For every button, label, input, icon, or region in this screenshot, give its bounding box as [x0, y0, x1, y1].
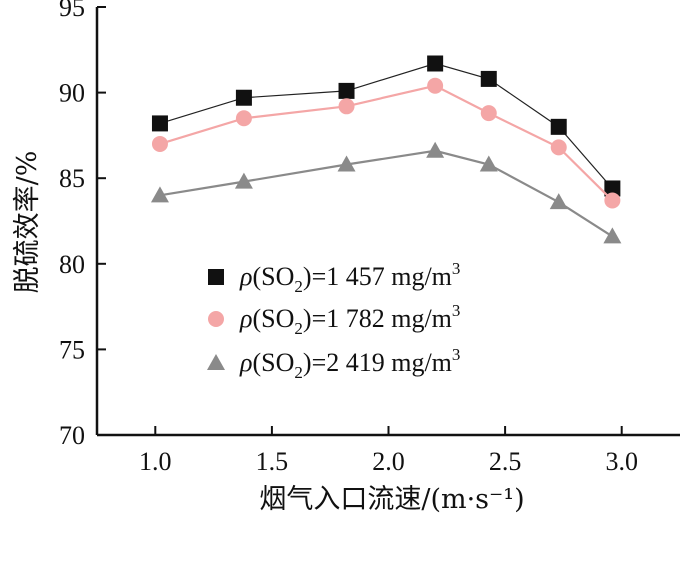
legend-text-part: (SO	[252, 304, 294, 333]
y-tick-label: 75	[59, 335, 85, 364]
legend-item: ρ(SO2)=2 419 mg/m3	[207, 345, 460, 382]
legend-item: ρ(SO2)=1 457 mg/m3	[208, 259, 460, 296]
legend-marker	[207, 354, 225, 370]
data-point	[550, 139, 567, 156]
series-line	[159, 62, 613, 189]
x-tick-label: 1.0	[139, 447, 172, 476]
legend-superscript: 3	[452, 301, 461, 320]
legend-item: ρ(SO2)=1 782 mg/m3	[208, 301, 460, 338]
legend-superscript: 3	[452, 345, 461, 364]
data-point	[235, 110, 252, 127]
y-tick-label: 80	[59, 250, 85, 279]
series-3	[150, 141, 622, 244]
legend-rho: ρ	[239, 304, 252, 333]
data-point	[426, 141, 445, 158]
data-point	[427, 77, 444, 94]
data-point	[337, 155, 356, 172]
ticks: 70 75 80 85 90 95 1.0 1.5 2.0 2.5 3.0	[59, 0, 638, 476]
data-point	[550, 118, 567, 135]
legend-text-part: (SO	[252, 262, 294, 291]
legend-text-part: =2 419 mg/m	[312, 348, 452, 377]
y-axis-title: 脱硫效率/%	[12, 151, 43, 294]
legend-superscript: 3	[452, 259, 461, 278]
x-axis-title: 烟气入口流速/(m·s⁻¹)	[259, 484, 524, 515]
legend-rho: ρ	[239, 348, 252, 377]
series-layer	[150, 55, 622, 244]
series-line	[159, 149, 613, 238]
legend-text-part: )	[303, 304, 312, 333]
legend-rho: ρ	[239, 262, 252, 291]
data-point	[150, 186, 169, 203]
legend-marker	[208, 269, 224, 285]
legend-subscript: 2	[294, 277, 303, 296]
legend-subscript: 2	[294, 363, 303, 382]
data-point	[338, 98, 355, 115]
data-point	[235, 89, 252, 106]
data-point	[549, 193, 568, 210]
data-point	[603, 227, 622, 244]
y-tick-label: 95	[59, 0, 85, 22]
legend-text-part: )	[303, 348, 312, 377]
x-tick-label: 2.0	[372, 447, 405, 476]
y-tick-label: 70	[59, 421, 85, 450]
legend-label: ρ(SO2)=1 457 mg/m3	[239, 259, 460, 296]
series-2	[151, 77, 621, 209]
legend-text-part: )	[303, 262, 312, 291]
data-point	[427, 55, 444, 72]
legend: ρ(SO2)=1 457 mg/m3ρ(SO2)=1 782 mg/m3ρ(SO…	[207, 259, 460, 382]
data-point	[480, 105, 497, 122]
y-tick-label: 85	[59, 164, 85, 193]
legend-marker	[208, 311, 224, 327]
legend-label: ρ(SO2)=2 419 mg/m3	[239, 345, 460, 382]
data-point	[480, 70, 497, 87]
series-1	[151, 55, 621, 197]
legend-text-part: (SO	[252, 348, 294, 377]
x-tick-label: 2.5	[489, 447, 522, 476]
data-point	[151, 135, 168, 152]
x-tick-label: 3.0	[605, 447, 638, 476]
legend-text-part: =1 782 mg/m	[312, 304, 452, 333]
y-tick-label: 90	[59, 79, 85, 108]
data-point	[234, 172, 253, 189]
legend-text-part: =1 457 mg/m	[312, 262, 452, 291]
x-tick-label: 1.5	[256, 447, 289, 476]
legend-subscript: 2	[294, 319, 303, 338]
data-point	[479, 155, 498, 172]
legend-label: ρ(SO2)=1 782 mg/m3	[239, 301, 460, 338]
data-point	[338, 82, 355, 99]
data-point	[604, 192, 621, 209]
data-point	[151, 115, 168, 132]
data-point	[604, 180, 621, 197]
